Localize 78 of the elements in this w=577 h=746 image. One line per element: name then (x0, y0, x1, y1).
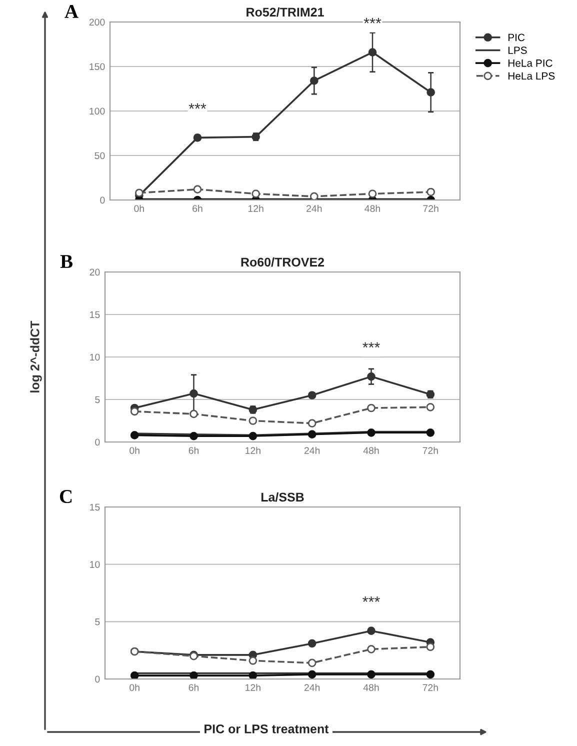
annotation: *** (362, 342, 380, 348)
legend-label: PIC (508, 34, 525, 42)
chart-title: La/SSB (261, 492, 304, 502)
annotation: *** (362, 596, 380, 602)
x-tick-label: 48h (363, 446, 379, 454)
y-tick-label: 50 (94, 152, 105, 160)
x-tick-label: 48h (363, 684, 379, 691)
x-tick-label: 0h (134, 204, 144, 212)
point (367, 626, 376, 636)
y-tick-label: 0 (100, 196, 105, 204)
y-axis-title: log 2^-ddCT (30, 320, 42, 392)
point (190, 410, 198, 418)
x-tick-label: 12h (248, 204, 264, 212)
text: B (60, 255, 73, 268)
y-tick-label: 150 (90, 63, 105, 70)
legend-label: HeLa PIC (508, 59, 552, 67)
point (248, 432, 258, 440)
x-tick-label: 24h (304, 684, 320, 691)
point (308, 639, 316, 648)
text: A (64, 5, 78, 18)
point (308, 670, 316, 679)
legend-label: LPS (508, 46, 527, 54)
point (367, 404, 376, 412)
x-axis-title: PIC or LPS treatment (204, 724, 329, 734)
annotation: *** (364, 18, 382, 24)
point (248, 671, 258, 679)
point (426, 402, 435, 412)
annotation: *** (188, 103, 206, 109)
point (193, 185, 202, 194)
point (367, 428, 376, 437)
point (252, 190, 260, 198)
x-tick-label: 24h (306, 204, 322, 212)
x-tick-label: 12h (246, 684, 260, 691)
point (426, 670, 435, 679)
x-tick-label: 48h (364, 204, 380, 212)
point (368, 190, 377, 198)
point (190, 671, 198, 679)
point (426, 642, 435, 652)
chart-title: Ro52/TRIM21 (246, 7, 324, 17)
point (130, 431, 139, 440)
x-tick-label: 0h (130, 684, 140, 691)
y-tick-label: 5 (95, 396, 100, 404)
legend-label: HeLa LPS (508, 72, 555, 80)
chart-title: Ro60/TROVE2 (241, 257, 324, 267)
y-tick-label: 15 (90, 311, 100, 318)
point (248, 656, 258, 665)
point (130, 407, 139, 416)
point (308, 419, 316, 428)
y-tick-label: 200 (89, 18, 105, 26)
x-tick-label: 72h (422, 684, 438, 691)
point (367, 645, 376, 654)
text: C (60, 490, 72, 504)
y-tick-label: 5 (95, 618, 100, 626)
point (308, 430, 316, 439)
y-tick-label: 0 (95, 438, 100, 446)
point (135, 188, 144, 198)
x-tick-label: 72h (423, 204, 438, 212)
point (367, 670, 376, 679)
y-tick-label: 10 (90, 354, 100, 361)
y-tick-label: 10 (90, 561, 100, 568)
point (426, 428, 435, 437)
point (248, 416, 258, 425)
x-tick-label: 12h (246, 446, 260, 454)
x-tick-label: 6h (188, 446, 199, 454)
x-tick-label: 0h (130, 446, 140, 454)
x-tick-label: 6h (192, 204, 202, 212)
point (130, 671, 139, 679)
y-tick-label: 20 (90, 268, 100, 276)
point (190, 432, 198, 440)
x-tick-label: 72h (422, 446, 438, 454)
x-tick-label: 6h (188, 684, 199, 691)
point (426, 188, 435, 196)
y-tick-label: 0 (95, 676, 100, 683)
y-tick-label: 15 (90, 504, 100, 511)
point (308, 658, 316, 668)
point (310, 192, 318, 200)
x-tick-label: 24h (304, 446, 320, 454)
y-tick-label: 100 (90, 108, 105, 115)
